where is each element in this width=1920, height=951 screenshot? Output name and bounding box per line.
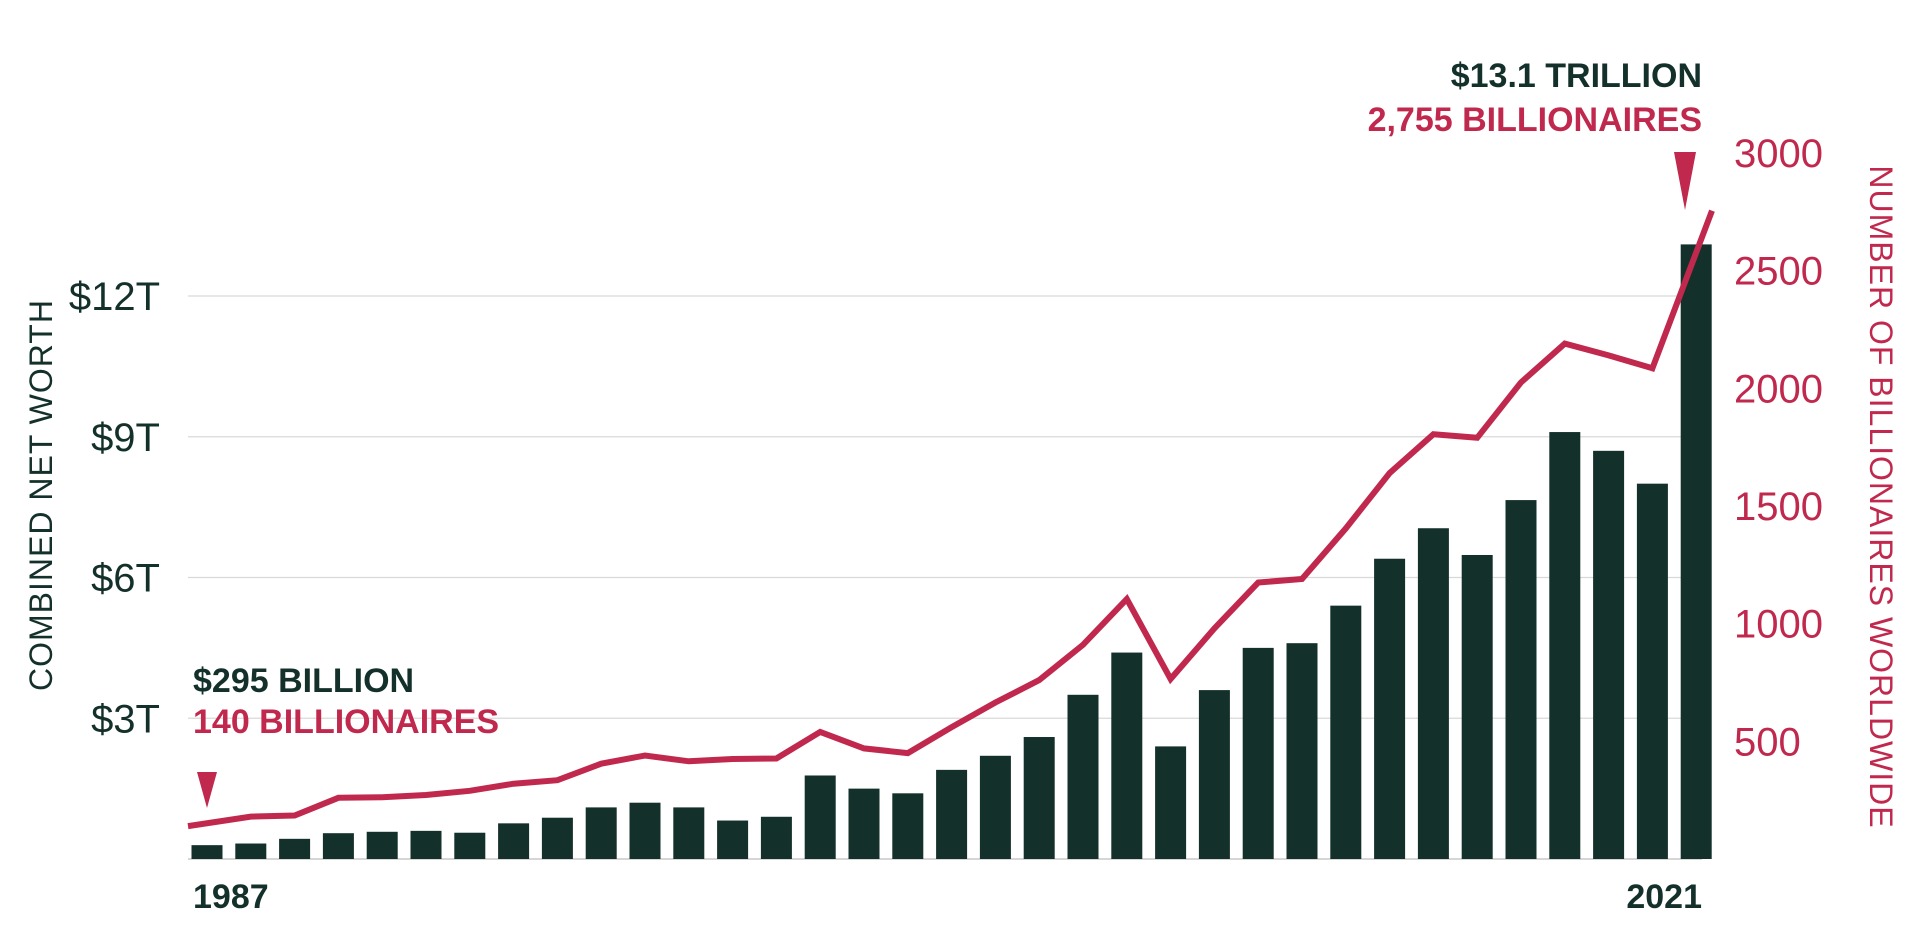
net-worth-bar <box>629 802 661 859</box>
x-tick-label-last: 2021 <box>1626 878 1702 916</box>
left-tick-label: $6T <box>91 557 160 601</box>
left-tick-label: $9T <box>91 416 160 460</box>
net-worth-bar <box>1111 652 1143 859</box>
left-axis-title: COMBINED NET WORTH <box>23 299 59 691</box>
left-tick-label: $3T <box>91 697 160 741</box>
net-worth-bar <box>454 832 486 859</box>
end-arrow-icon <box>1674 152 1696 210</box>
net-worth-bar <box>279 838 311 859</box>
net-worth-bar <box>235 843 267 859</box>
net-worth-bar <box>1242 647 1274 859</box>
net-worth-bar <box>673 807 705 859</box>
right-tick-label: 500 <box>1734 720 1801 764</box>
right-tick-label: 1000 <box>1734 603 1823 647</box>
net-worth-bar <box>804 775 836 859</box>
net-worth-bar <box>366 831 398 859</box>
annotation-markers <box>197 152 1696 808</box>
net-worth-bar <box>1505 500 1537 859</box>
end-billionaires-annotation: 2,755 BILLIONAIRES <box>1368 101 1702 139</box>
right-tick-label: 2000 <box>1734 367 1823 411</box>
net-worth-bar <box>1549 432 1581 859</box>
end-net-worth-annotation: $13.1 TRILLION <box>1451 57 1702 95</box>
billionaires-line <box>187 209 1715 830</box>
net-worth-bar <box>1593 450 1625 859</box>
start-arrow-icon <box>197 772 217 808</box>
right-tick-label: 1500 <box>1734 485 1823 529</box>
net-worth-bar <box>585 807 617 859</box>
right-tick-label: 2500 <box>1734 250 1823 294</box>
net-worth-bar <box>1286 643 1318 859</box>
net-worth-bar <box>1067 694 1099 859</box>
net-worth-bar <box>1198 690 1230 859</box>
net-worth-bar <box>322 833 354 859</box>
net-worth-bar <box>1155 746 1187 859</box>
net-worth-bar <box>717 820 749 859</box>
net-worth-bar <box>979 755 1011 859</box>
net-worth-bar <box>1330 605 1362 859</box>
right-tick-label: 3000 <box>1734 132 1823 176</box>
start-billionaires-annotation: 140 BILLIONAIRES <box>193 703 499 741</box>
net-worth-bar <box>1680 244 1712 859</box>
net-worth-bar <box>760 816 792 859</box>
start-net-worth-annotation: $295 BILLION <box>193 662 414 700</box>
net-worth-bar <box>1461 554 1493 859</box>
left-tick-label: $12T <box>69 275 160 319</box>
net-worth-bar <box>541 817 573 859</box>
net-worth-bar <box>1417 528 1449 859</box>
chart-labels: COMBINED NET WORTH NUMBER OF BILLIONAIRE… <box>23 57 1899 916</box>
net-worth-bar <box>1636 483 1668 859</box>
net-worth-bar <box>936 769 968 859</box>
net-worth-bar <box>1374 558 1406 859</box>
net-worth-bar <box>498 823 530 859</box>
x-tick-label-first: 1987 <box>193 878 269 916</box>
net-worth-bars <box>191 244 1712 859</box>
net-worth-bar <box>191 845 223 859</box>
net-worth-bar <box>1023 737 1055 859</box>
gridlines: $3T $6T $9T $12T 500 1000 1500 2000 2500 3000 <box>69 132 1823 860</box>
net-worth-bar <box>410 830 442 859</box>
net-worth-bar <box>848 788 880 859</box>
net-worth-bar <box>892 793 924 859</box>
billionaires-line-path <box>187 209 1715 830</box>
right-axis-title: NUMBER OF BILLIONAIRES WORLDWIDE <box>1863 165 1899 828</box>
